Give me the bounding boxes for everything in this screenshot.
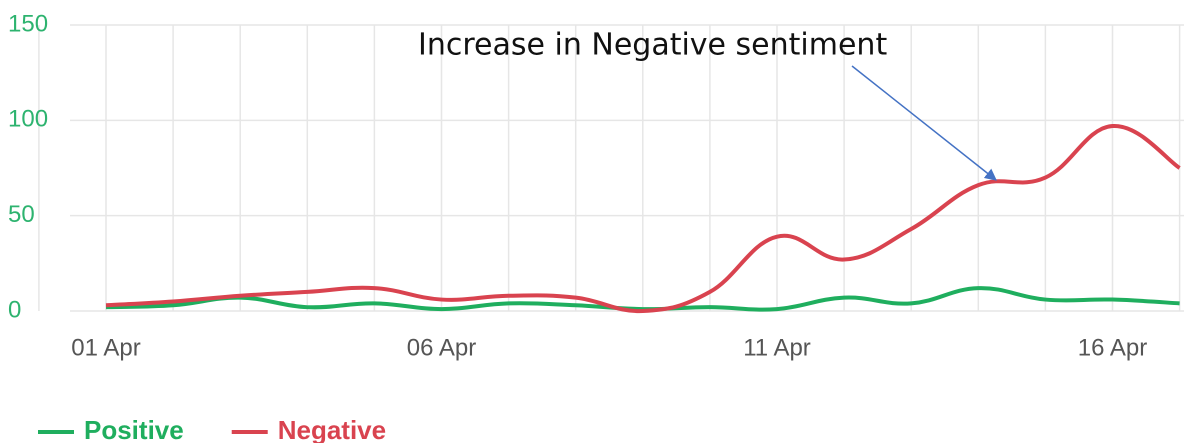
y-tick-label: 150 (8, 10, 48, 37)
annotation: Increase in Negative sentiment (418, 28, 887, 63)
y-tick-label: 100 (8, 106, 48, 133)
grid: 0 50 100 150 01 Apr 06 Apr 11 Apr 16 Apr (8, 10, 1184, 361)
y-tick-label: 50 (8, 201, 35, 228)
legend: Positive Negative (38, 415, 386, 443)
series-line (105, 124, 1181, 314)
legend-label: Positive (84, 415, 184, 443)
x-tick-label: 01 Apr (71, 334, 140, 361)
annotation-arrow (851, 65, 997, 181)
x-tick-label: 16 Apr (1078, 334, 1147, 361)
x-tick-label: 11 Apr (743, 334, 811, 361)
x-tick-label: 06 Apr (407, 334, 476, 361)
legend-label: Negative (278, 415, 386, 443)
y-tick-label: 0 (8, 296, 21, 323)
series (105, 124, 1181, 314)
